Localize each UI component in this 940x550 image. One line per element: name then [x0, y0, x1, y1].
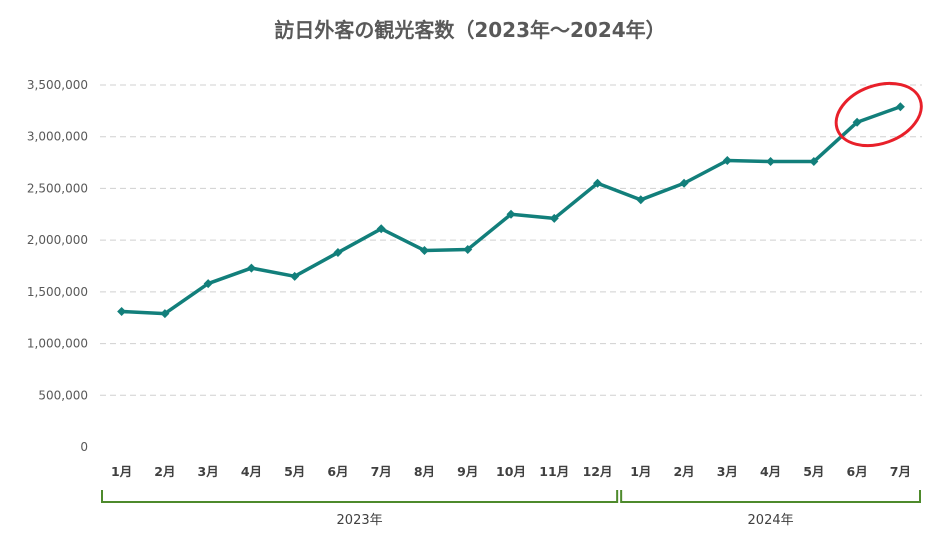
y-tick-label: 1,500,000 — [27, 285, 88, 299]
data-point — [636, 195, 646, 205]
x-tick-label: 3月 — [717, 464, 738, 479]
x-tick-label: 5月 — [803, 464, 824, 479]
y-tick-label: 1,000,000 — [27, 337, 88, 351]
data-point — [593, 178, 603, 188]
data-point — [679, 178, 689, 188]
data-point — [895, 102, 905, 112]
data-point — [290, 271, 300, 281]
data-point — [117, 307, 127, 317]
x-tick-label: 11月 — [539, 464, 569, 479]
data-point — [333, 248, 343, 258]
x-tick-label: 6月 — [327, 464, 348, 479]
x-tick-label: 12月 — [583, 464, 613, 479]
x-tick-label: 7月 — [890, 464, 911, 479]
x-tick-label: 9月 — [457, 464, 478, 479]
x-tick-label: 10月 — [496, 464, 526, 479]
data-point — [246, 263, 256, 273]
data-point — [809, 157, 819, 167]
year-group-label: 2023年 — [337, 513, 383, 528]
y-tick-label: 0 — [80, 440, 88, 454]
highlight-ellipse — [834, 81, 923, 148]
data-point — [376, 224, 386, 234]
x-tick-label: 6月 — [847, 464, 868, 479]
data-point — [766, 157, 776, 167]
data-point — [463, 244, 473, 254]
data-point — [203, 279, 213, 289]
data-point — [419, 245, 429, 255]
y-tick-label: 2,500,000 — [27, 181, 88, 195]
data-point — [549, 213, 559, 223]
y-tick-label: 500,000 — [38, 388, 88, 402]
x-tick-label: 3月 — [198, 464, 219, 479]
x-tick-label: 4月 — [241, 464, 262, 479]
year-group-label: 2024年 — [748, 513, 794, 528]
y-tick-label: 2,000,000 — [27, 233, 88, 247]
data-point — [852, 117, 862, 127]
year-bracket — [620, 490, 921, 503]
x-tick-label: 1月 — [111, 464, 132, 479]
data-point — [506, 209, 516, 219]
chart-title: 訪日外客の観光客数（2023年～2024年） — [274, 18, 666, 42]
x-tick-label: 1月 — [630, 464, 651, 479]
y-tick-label: 3,000,000 — [27, 130, 88, 144]
x-tick-label: 8月 — [414, 464, 435, 479]
x-tick-label: 7月 — [371, 464, 392, 479]
x-tick-label: 2月 — [673, 464, 694, 479]
data-point — [722, 156, 732, 166]
x-tick-label: 4月 — [760, 464, 781, 479]
y-tick-label: 3,500,000 — [27, 78, 88, 92]
x-tick-label: 5月 — [284, 464, 305, 479]
data-point — [160, 309, 170, 319]
year-bracket — [101, 490, 619, 503]
x-tick-label: 2月 — [154, 464, 175, 479]
